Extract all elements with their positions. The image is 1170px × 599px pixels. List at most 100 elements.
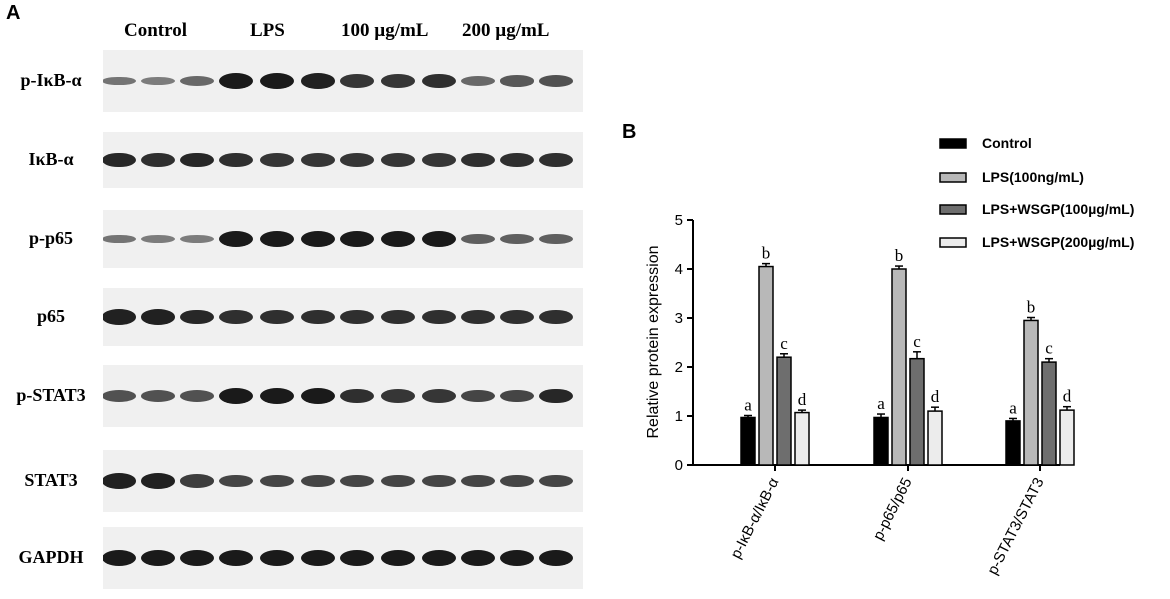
blot-band xyxy=(219,388,253,404)
blot-band xyxy=(301,309,335,325)
blot-band xyxy=(340,474,374,488)
blot-strip xyxy=(103,50,583,112)
significance-letter: c xyxy=(1045,339,1053,358)
legend-swatch xyxy=(939,204,967,215)
blot-band xyxy=(539,152,573,168)
blot-band xyxy=(340,153,374,167)
significance-letter: b xyxy=(1027,298,1036,317)
significance-letter: b xyxy=(895,246,904,265)
bar xyxy=(1041,361,1057,466)
blot-band xyxy=(260,153,294,167)
x-tick-label: p-IκB-α/IκB-α xyxy=(727,475,782,562)
significance-letter: c xyxy=(913,332,921,351)
bar xyxy=(1005,420,1021,466)
bar xyxy=(1023,319,1039,466)
blot-row-label: p-p65 xyxy=(28,228,73,248)
blot-band xyxy=(539,474,573,488)
blot-band xyxy=(141,550,175,566)
blot-band xyxy=(340,231,374,247)
blot-row-label: STAT3 xyxy=(24,470,78,490)
legend-swatch xyxy=(939,138,967,149)
blot-band xyxy=(141,152,175,168)
blot-band xyxy=(500,550,534,566)
y-tick-label: 1 xyxy=(675,408,683,425)
blot-band xyxy=(301,231,335,247)
blot-band xyxy=(103,309,136,325)
blot-band xyxy=(500,152,534,168)
blot-band xyxy=(500,233,534,245)
blot-band xyxy=(340,309,374,325)
blot-band xyxy=(539,550,573,566)
blot-band xyxy=(461,152,495,168)
significance-letter: d xyxy=(1063,387,1072,406)
group-label-control: Control xyxy=(124,20,187,41)
blot-band xyxy=(422,389,456,403)
blot-band xyxy=(141,234,175,244)
blot-band xyxy=(500,75,534,87)
blot-band xyxy=(500,474,534,488)
significance-letter: d xyxy=(798,390,807,409)
blot-band xyxy=(219,231,253,247)
blot-band xyxy=(500,389,534,403)
blot-row-label: GAPDH xyxy=(18,547,84,567)
blot-band xyxy=(260,550,294,566)
legend-label: LPS(100ng/mL) xyxy=(982,169,1084,185)
group-label-200: 200 µg/mL xyxy=(462,20,550,41)
bar xyxy=(758,265,774,466)
blot-band xyxy=(422,474,456,488)
blot-band xyxy=(103,473,136,489)
significance-letter: a xyxy=(744,396,752,415)
blot-band xyxy=(260,474,294,488)
blot-band xyxy=(461,389,495,403)
blot-band xyxy=(461,76,495,86)
blot-band xyxy=(422,153,456,167)
blot-band xyxy=(340,388,374,404)
y-tick-label: 0 xyxy=(675,457,683,474)
group-label-100: 100 µg/mL xyxy=(341,20,429,41)
blot-band xyxy=(422,550,456,566)
legend-label: LPS+WSGP(200µg/mL) xyxy=(982,234,1134,250)
blot-strip xyxy=(103,288,583,346)
blot-band xyxy=(500,309,534,325)
blot-band xyxy=(461,550,495,566)
blot-band xyxy=(422,231,456,247)
y-tick-label: 5 xyxy=(675,212,683,229)
blot-band xyxy=(340,550,374,566)
blot-band xyxy=(180,76,214,86)
y-tick-label: 2 xyxy=(675,359,683,376)
significance-letter: d xyxy=(931,387,940,406)
blot-band xyxy=(539,233,573,245)
blot-band xyxy=(219,152,253,168)
blot-band xyxy=(260,309,294,325)
significance-letter: a xyxy=(877,394,885,413)
blot-row-label: IκB-α xyxy=(28,149,74,169)
blot-band xyxy=(461,233,495,245)
legend-swatch xyxy=(939,172,967,183)
bar xyxy=(927,410,943,466)
significance-letter: b xyxy=(762,244,771,263)
x-tick-label: p-p65/p65 xyxy=(870,475,916,543)
legend: Control LPS(100ng/mL) LPS+WSGP(100µg/mL) LP… xyxy=(939,135,1134,250)
blot-strip xyxy=(103,450,583,512)
blot-band xyxy=(219,474,253,488)
blot-band xyxy=(180,390,214,402)
blot-band xyxy=(539,309,573,325)
blot-band xyxy=(180,550,214,566)
blot-band xyxy=(422,73,456,89)
legend-label: LPS+WSGP(100µg/mL) xyxy=(982,201,1134,217)
bar xyxy=(794,411,810,466)
bar xyxy=(1059,409,1075,466)
blot-band xyxy=(301,474,335,488)
blot-band xyxy=(381,309,415,325)
bar xyxy=(873,416,889,466)
blot-band xyxy=(340,74,374,88)
blot-band xyxy=(539,388,573,404)
blot-band xyxy=(539,75,573,87)
blot-band xyxy=(103,234,136,244)
blot-strip xyxy=(103,132,583,188)
significance-letter: a xyxy=(1009,398,1017,417)
blot-band xyxy=(141,76,175,86)
blot-band xyxy=(301,73,335,89)
blot-band xyxy=(381,389,415,403)
